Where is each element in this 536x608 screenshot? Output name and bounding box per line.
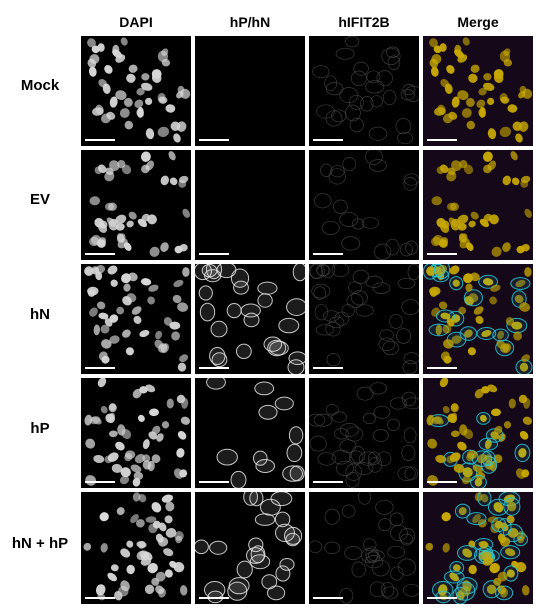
scale-bar — [85, 253, 115, 255]
scale-bar — [313, 253, 343, 255]
scale-bar — [427, 139, 457, 141]
scale-bar — [199, 367, 229, 369]
scale-bar — [85, 597, 115, 599]
column-header-merge: Merge — [457, 14, 499, 30]
row-label-mock: Mock — [20, 77, 60, 94]
micrograph-dapi-hn-hp — [81, 492, 191, 604]
scale-bar — [199, 253, 229, 255]
row-label-hn: hN — [30, 306, 50, 323]
micrograph-hp-hn-hp — [195, 492, 305, 604]
scale-bar — [427, 253, 457, 255]
scale-bar — [199, 481, 229, 483]
micrograph-hp-ev — [195, 150, 305, 260]
scale-bar — [85, 367, 115, 369]
micrograph-dapi-ev — [81, 150, 191, 260]
micrograph-merge-hn-hp — [423, 492, 533, 604]
micrograph-ifit-hp — [309, 378, 419, 488]
scale-bar — [199, 139, 229, 141]
scale-bar — [427, 481, 457, 483]
micrograph-dapi-hn — [81, 264, 191, 374]
row-label-hp: hP — [30, 420, 50, 437]
micrograph-ifit-mock — [309, 36, 419, 146]
scale-bar — [427, 597, 457, 599]
micrograph-hp-hp — [195, 378, 305, 488]
micrograph-merge-hp — [423, 378, 533, 488]
micrograph-dapi-hp — [81, 378, 191, 488]
scale-bar — [85, 139, 115, 141]
column-header-hp-hn: hP/hN — [229, 14, 271, 30]
column-header-dapi: DAPI — [119, 14, 153, 30]
scale-bar — [427, 367, 457, 369]
row-label-ev: EV — [29, 191, 50, 208]
micrograph-hp-hn — [195, 264, 305, 374]
micrograph-merge-hn — [423, 264, 533, 374]
column-header-hifit2b: hIFIT2B — [338, 14, 390, 30]
scale-bar — [313, 367, 343, 369]
scale-bar — [199, 597, 229, 599]
scale-bar — [313, 481, 343, 483]
micrograph-ifit-hn-hp — [309, 492, 419, 604]
micrograph-dapi-mock — [81, 36, 191, 146]
scale-bar — [313, 139, 343, 141]
row-label-hn-hp: hN + hP — [11, 535, 69, 552]
micrograph-ifit-hn — [309, 264, 419, 374]
scale-bar — [313, 597, 343, 599]
micrograph-ifit-ev — [309, 150, 419, 260]
micrograph-merge-ev — [423, 150, 533, 260]
scale-bar — [85, 481, 115, 483]
micrograph-merge-mock — [423, 36, 533, 146]
micrograph-hp-mock — [195, 36, 305, 146]
